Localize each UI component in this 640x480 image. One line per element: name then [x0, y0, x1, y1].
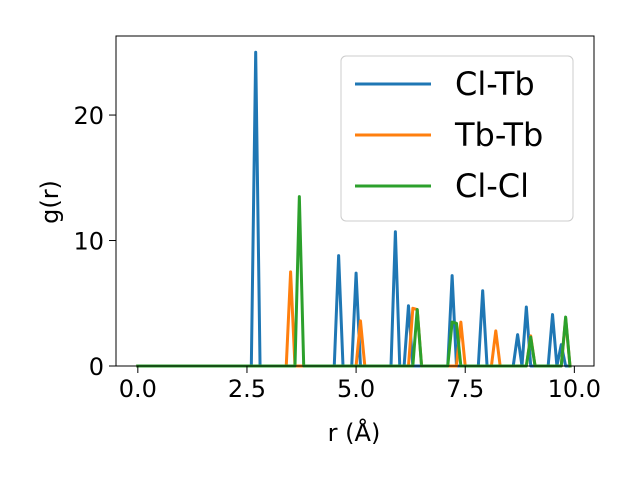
x-axis-label: r (Å): [328, 418, 381, 447]
legend-label-cl-tb: Cl-Tb: [455, 65, 535, 103]
legend-label-tb-tb: Tb-Tb: [454, 116, 543, 154]
x-tick-label: 2.5: [228, 375, 266, 403]
axes-frame: [115, 35, 595, 367]
x-tick-label: 7.5: [446, 375, 484, 403]
x-tick-label: 5.0: [337, 375, 375, 403]
y-axis-label: g(r): [36, 180, 64, 224]
y-tick-label: 0: [89, 353, 104, 381]
y-tick-label: 10: [73, 228, 104, 256]
x-tick-label: 0.0: [119, 375, 157, 403]
legend-box: [340, 55, 574, 222]
y-tick-label: 20: [73, 102, 104, 130]
legend-label-cl-cl: Cl-Cl: [455, 167, 529, 205]
x-tick-label: 10.0: [548, 375, 601, 403]
axes-layer: 0.0 2.5 5.0 7.5 10.0 0 10 20: [73, 35, 601, 403]
legend: Cl-Tb Tb-Tb Cl-Cl: [340, 55, 574, 222]
